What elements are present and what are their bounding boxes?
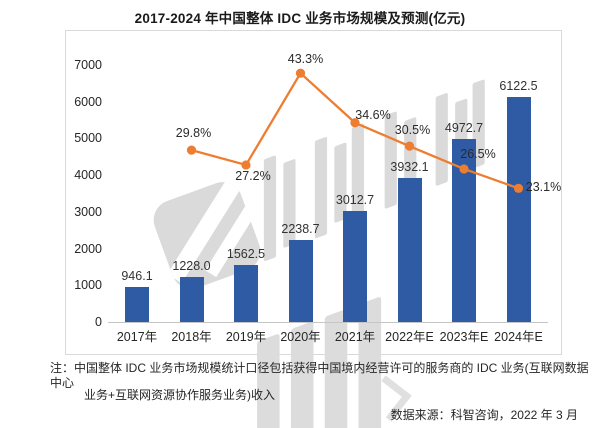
growth-point <box>241 160 251 170</box>
bar-value-label: 946.1 <box>121 269 153 284</box>
growth-point <box>404 141 415 151</box>
growth-value-label: 23.1% <box>525 180 562 195</box>
y-tick-label: 2000 <box>74 241 102 256</box>
data-source-label: 数据来源：科智咨询，2022 年 3 月 <box>390 408 578 422</box>
x-tick-label: 2022年E <box>385 330 434 344</box>
y-tick-label: 4000 <box>74 168 102 183</box>
x-tick-label: 2018年 <box>171 330 212 344</box>
growth-value-label: 43.3% <box>287 52 324 67</box>
bar-2022年E <box>397 177 422 322</box>
growth-point <box>350 118 360 128</box>
bar-2017年 <box>125 287 149 322</box>
y-tick-label: 1000 <box>74 278 102 293</box>
bar-2020年 <box>288 239 313 322</box>
x-tick-label: 2017年 <box>116 330 158 344</box>
chart-title: 2017-2024 年中国整体 IDC 业务市场规模及预测(亿元) <box>134 11 466 26</box>
growth-point <box>459 164 469 174</box>
bar-value-label: 6122.5 <box>499 79 538 94</box>
x-tick-label: 2023年E <box>439 330 489 344</box>
growth-point <box>295 68 306 78</box>
bar-2024年E <box>506 97 531 322</box>
y-tick-label: 7000 <box>74 58 102 72</box>
footnote-prefix: 注： <box>50 361 75 375</box>
growth-point <box>513 183 524 193</box>
y-tick-label: 5000 <box>74 131 102 146</box>
y-tick-label: 3000 <box>74 204 102 219</box>
x-tick-label: 2024年E <box>494 330 543 344</box>
footnote-line2: 业务+互联网资源协作服务业务)收入 <box>84 388 276 402</box>
x-tick-label: 2019年 <box>225 330 267 344</box>
footnote-line1: 注：中国整体 IDC 业务市场规模统计口径包括获得中国境内经营许可的服务商的 I… <box>50 361 589 390</box>
y-tick-label: 6000 <box>74 94 102 109</box>
growth-value-label: 34.6% <box>355 107 391 122</box>
growth-value-label: 29.8% <box>175 126 212 141</box>
y-tick-label: 0 <box>95 315 102 329</box>
growth-point <box>186 145 197 155</box>
